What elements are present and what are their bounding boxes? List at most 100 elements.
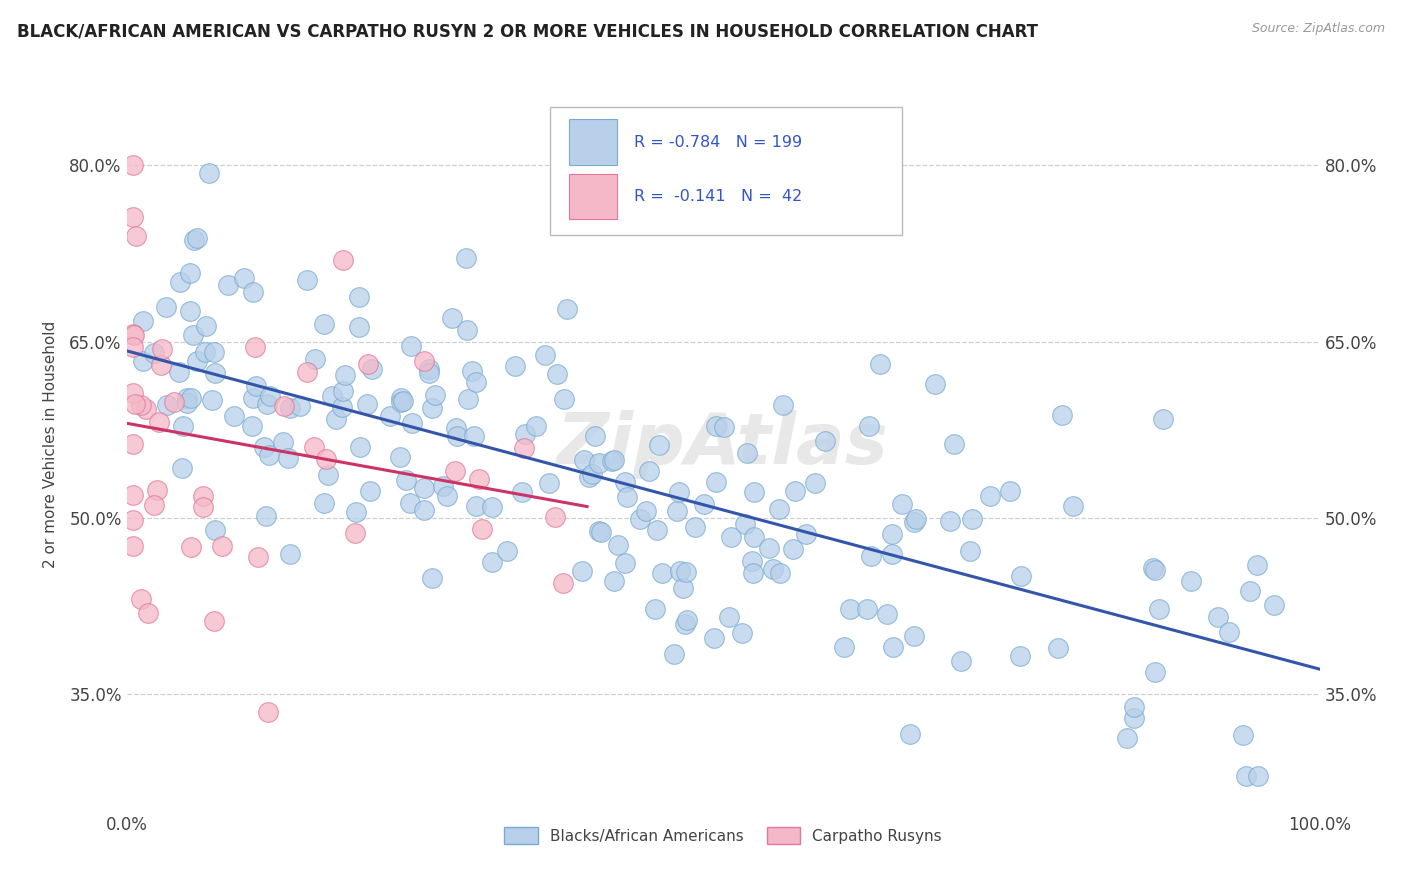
- Point: [463, 429, 485, 443]
- Point: [146, 483, 169, 498]
- Point: [645, 523, 668, 537]
- Point: [257, 705, 280, 719]
- Point: [202, 345, 225, 359]
- Point: [1246, 558, 1268, 572]
- Point: [432, 479, 454, 493]
- Point: [360, 361, 382, 376]
- Point: [600, 453, 623, 467]
- Point: [465, 499, 488, 513]
- Point: [730, 626, 752, 640]
- Point: [703, 631, 725, 645]
- Point: [503, 359, 526, 374]
- Point: [444, 420, 467, 434]
- Point: [880, 527, 903, 541]
- Point: [167, 365, 190, 379]
- Point: [132, 354, 155, 368]
- Point: [524, 419, 547, 434]
- Point: [201, 392, 224, 407]
- Point: [1122, 711, 1144, 725]
- Point: [903, 516, 925, 530]
- Point: [979, 489, 1001, 503]
- Point: [224, 409, 246, 424]
- Point: [391, 394, 413, 409]
- Point: [903, 628, 925, 642]
- Point: [603, 574, 626, 588]
- Point: [553, 575, 575, 590]
- Point: [122, 327, 145, 342]
- Point: [242, 391, 264, 405]
- Point: [446, 429, 468, 443]
- Point: [704, 475, 727, 489]
- Point: [571, 564, 593, 578]
- Point: [278, 547, 301, 561]
- Point: [644, 601, 666, 615]
- Point: [1143, 563, 1166, 577]
- Point: [742, 484, 765, 499]
- Point: [456, 323, 478, 337]
- Point: [794, 527, 817, 541]
- Text: Source: ZipAtlas.com: Source: ZipAtlas.com: [1251, 22, 1385, 36]
- Point: [418, 362, 440, 376]
- Point: [614, 556, 637, 570]
- Point: [302, 440, 325, 454]
- Point: [253, 440, 276, 454]
- Point: [240, 419, 263, 434]
- Point: [668, 564, 690, 578]
- Point: [648, 438, 671, 452]
- Point: [395, 473, 418, 487]
- Point: [245, 379, 267, 393]
- Point: [510, 484, 533, 499]
- Point: [204, 523, 226, 537]
- Point: [359, 483, 381, 498]
- Point: [1062, 499, 1084, 513]
- Point: [876, 607, 898, 621]
- Point: [713, 420, 735, 434]
- Point: [186, 354, 208, 368]
- Point: [1263, 598, 1285, 612]
- Point: [256, 397, 278, 411]
- Point: [538, 475, 561, 490]
- Point: [183, 233, 205, 247]
- Point: [1232, 728, 1254, 742]
- Point: [513, 442, 536, 456]
- Point: [456, 251, 478, 265]
- Point: [583, 428, 606, 442]
- Point: [803, 476, 825, 491]
- Point: [470, 522, 492, 536]
- Point: [898, 727, 921, 741]
- Point: [1247, 769, 1270, 783]
- Point: [637, 464, 659, 478]
- Point: [259, 449, 281, 463]
- Point: [349, 440, 371, 454]
- Point: [665, 504, 688, 518]
- Point: [672, 582, 695, 596]
- Point: [735, 446, 758, 460]
- Point: [939, 514, 962, 528]
- Point: [155, 300, 177, 314]
- Point: [163, 395, 186, 409]
- Point: [924, 377, 946, 392]
- Point: [673, 617, 696, 632]
- Point: [858, 418, 880, 433]
- Point: [880, 547, 903, 561]
- Point: [1115, 731, 1137, 746]
- Point: [245, 341, 267, 355]
- Point: [772, 398, 794, 412]
- Point: [399, 496, 422, 510]
- Point: [675, 614, 697, 628]
- Point: [718, 610, 741, 624]
- Point: [418, 366, 440, 380]
- Point: [233, 271, 256, 285]
- Point: [316, 467, 339, 482]
- Point: [581, 467, 603, 481]
- Point: [172, 418, 194, 433]
- Point: [315, 451, 337, 466]
- Point: [668, 484, 690, 499]
- Point: [555, 302, 578, 317]
- Point: [121, 327, 143, 342]
- Point: [247, 549, 270, 564]
- Point: [388, 450, 411, 464]
- Point: [782, 542, 804, 557]
- Point: [217, 278, 239, 293]
- Point: [198, 166, 221, 180]
